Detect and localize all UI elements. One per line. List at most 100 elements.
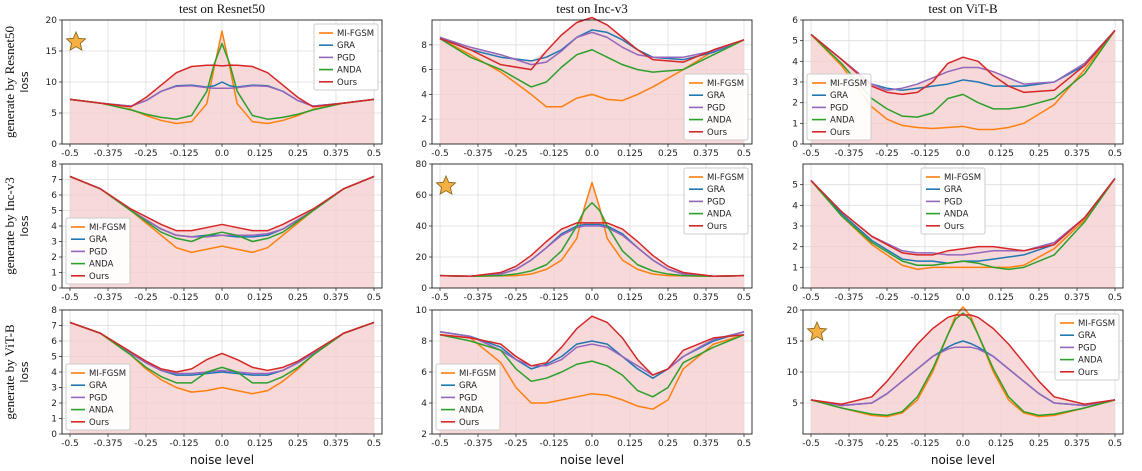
legend-label: MI-FGSM: [707, 173, 744, 183]
y-tick-label: 0: [792, 140, 798, 150]
legend-label: GRA: [944, 185, 962, 195]
y-axis-label: loss: [18, 361, 31, 383]
y-tick-label: 5: [792, 181, 798, 191]
legend-label: GRA: [459, 381, 477, 391]
y-tick-label: 3: [792, 78, 798, 88]
row-title: generate by ViT-B: [2, 324, 17, 420]
series-line-pgd: [69, 321, 375, 375]
area-fill: [70, 322, 374, 434]
x-tick-label: -0.375: [463, 293, 492, 303]
legend-label: ANDA: [459, 406, 484, 416]
y-tick-label: 2: [421, 430, 427, 440]
y-tick-label: 0: [792, 284, 798, 294]
legend-box: [65, 217, 131, 285]
x-tick-label: 0.125: [247, 439, 273, 449]
x-tick-label: -0.25: [875, 149, 898, 159]
y-tick-label: 2: [51, 399, 57, 409]
y-tick-label: 8: [51, 306, 57, 316]
x-tick-label: -0.125: [169, 293, 198, 303]
x-tick-label: 0.25: [288, 149, 308, 159]
y-tick-label: 10: [416, 306, 428, 316]
panel: -0.5 -0.375 -0.25 -0.125 0.0 0.125 0.25 0.375 0.…: [792, 163, 1124, 303]
x-tick-label: 0.5: [1108, 149, 1122, 159]
x-tick-label: -0.375: [93, 293, 122, 303]
x-tick-label: -0.375: [463, 439, 492, 449]
x-tick-label: -0.5: [61, 149, 79, 159]
x-tick-label: 0.25: [288, 439, 308, 449]
y-tick-label: 6: [421, 66, 427, 76]
x-tick-label: 0.0: [585, 149, 600, 159]
y-tick-label: 1: [51, 415, 57, 425]
legend-box: [65, 363, 131, 431]
x-tick-label: -0.5: [431, 149, 449, 159]
x-tick-label: -0.25: [134, 439, 157, 449]
legend-label: Ours: [707, 128, 728, 138]
area-fill: [440, 316, 744, 434]
x-tick-label: 0.5: [367, 293, 381, 303]
y-tick-label: 80: [416, 160, 428, 170]
x-tick-label: -0.25: [134, 149, 157, 159]
series-line-pgd: [810, 29, 1116, 92]
x-tick-label: 0.125: [617, 293, 643, 303]
legend-label: GRA: [707, 91, 725, 101]
legend: MI-FGSM GRA PGD ANDA Ours: [806, 73, 872, 141]
x-tick-label: -0.5: [802, 293, 820, 303]
x-tick-label: -0.125: [539, 293, 568, 303]
legend-label: GRA: [707, 185, 725, 195]
x-axis-label: noise level: [931, 453, 995, 467]
row-title: generate by Resnet50: [2, 26, 17, 138]
x-tick-label: -0.375: [93, 149, 122, 159]
legend-label: ANDA: [337, 66, 362, 76]
x-tick-label: -0.375: [834, 149, 863, 159]
series-line-anda: [810, 178, 1116, 271]
x-tick-label: 0.5: [1108, 439, 1122, 449]
star-icon: [435, 174, 457, 196]
x-tick-label: 0.125: [247, 293, 273, 303]
legend-box: [683, 73, 749, 141]
x-tick-label: 0.375: [693, 439, 719, 449]
y-tick-label: 4: [51, 222, 57, 232]
legend: MI-FGSM GRA PGD ANDA Ours: [1054, 313, 1120, 381]
legend-box: [1054, 313, 1120, 381]
y-tick-label: 2: [51, 253, 57, 263]
legend-label: ANDA: [89, 406, 114, 416]
legend-label: MI-FGSM: [707, 79, 744, 89]
y-tick-label: 2: [792, 243, 798, 253]
legend-label: MI-FGSM: [89, 223, 126, 233]
legend-label: ANDA: [707, 210, 732, 220]
legend: MI-FGSM GRA PGD ANDA Ours: [65, 363, 131, 431]
plot-frame: [61, 19, 383, 145]
y-tick-label: 6: [792, 16, 798, 26]
x-tick-label: 0.5: [1108, 293, 1122, 303]
series-line-mi-fgsm: [810, 306, 1116, 418]
x-tick-label: 0.375: [1064, 149, 1090, 159]
legend-label: Ours: [944, 222, 965, 232]
y-tick-label: 4: [792, 201, 798, 211]
legend-label: PGD: [830, 103, 849, 113]
x-tick-label: -0.125: [539, 149, 568, 159]
legend-label: ANDA: [89, 260, 114, 270]
legend: MI-FGSM GRA PGD ANDA Ours: [435, 363, 501, 431]
series-line-anda: [69, 175, 375, 243]
x-tick-label: 0.5: [367, 149, 381, 159]
legend-label: PGD: [89, 393, 108, 403]
legend-label: PGD: [89, 247, 108, 257]
x-tick-label: -0.5: [802, 149, 820, 159]
y-tick-label: 10: [46, 78, 58, 88]
y-tick-label: 4: [421, 399, 427, 409]
series-line-pgd: [69, 175, 375, 238]
area-fill: [440, 17, 744, 144]
series-line-ours: [810, 29, 1116, 96]
legend-label: ANDA: [1078, 356, 1103, 366]
series-line-mi-fgsm: [69, 321, 375, 395]
series-line-anda: [810, 29, 1116, 118]
star-icon: [806, 320, 828, 342]
x-tick-label: 0.125: [247, 149, 273, 159]
x-tick-label: 0.375: [323, 293, 349, 303]
x-tick-label: 0.0: [215, 439, 230, 449]
y-tick-label: 20: [787, 306, 799, 316]
legend-label: PGD: [1078, 343, 1097, 353]
x-tick-label: -0.25: [134, 293, 157, 303]
y-tick-label: 5: [51, 353, 57, 363]
